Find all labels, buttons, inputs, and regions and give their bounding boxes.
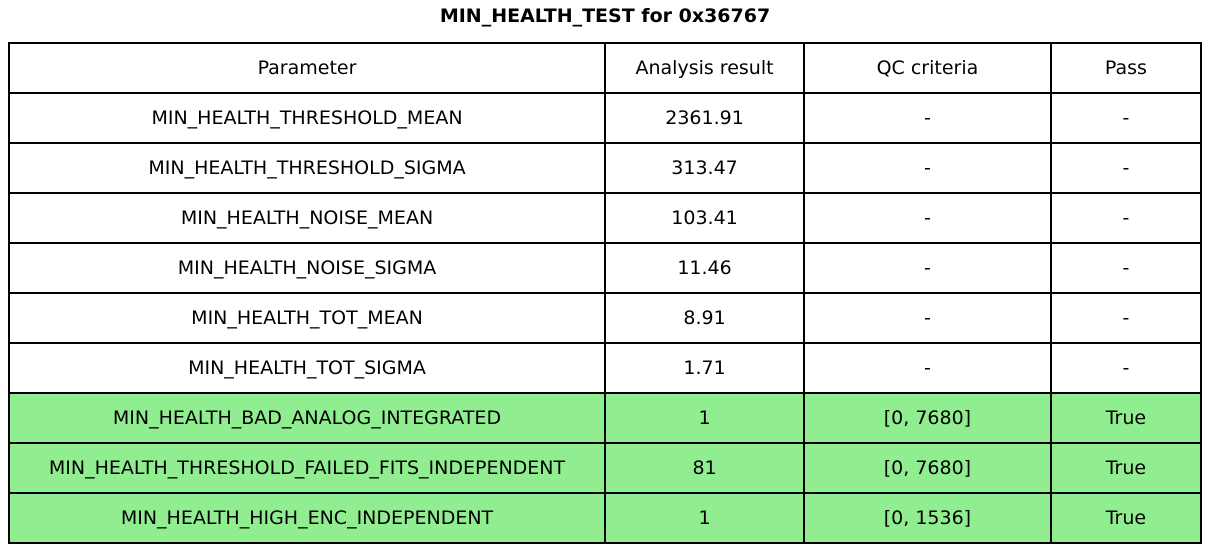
cell-parameter: MIN_HEALTH_THRESHOLD_MEAN (8, 92, 606, 144)
column-header-pass: Pass (1049, 42, 1203, 94)
qc-results-table: Parameter Analysis result QC criteria Pa… (8, 42, 1203, 544)
cell-pass: True (1049, 392, 1203, 444)
cell-result: 103.41 (603, 192, 806, 244)
page-title: MIN_HEALTH_TEST for 0x36767 (439, 5, 771, 27)
cell-parameter: MIN_HEALTH_TOT_SIGMA (8, 342, 606, 394)
cell-parameter: MIN_HEALTH_HIGH_ENC_INDEPENDENT (8, 492, 606, 544)
cell-qc: - (803, 342, 1052, 394)
table-row: MIN_HEALTH_NOISE_MEAN 103.41- - (8, 192, 1203, 244)
cell-qc: [0, 7680] (803, 442, 1052, 494)
table-row: MIN_HEALTH_NOISE_SIGMA 11.46- - (8, 242, 1203, 294)
cell-result: 1.71 (603, 342, 806, 394)
table-row: MIN_HEALTH_THRESHOLD_FAILED_FITS_INDEPEN… (8, 442, 1203, 494)
cell-result: 313.47 (603, 142, 806, 194)
cell-result: 1 (603, 392, 806, 444)
cell-pass: - (1049, 192, 1203, 244)
cell-parameter: MIN_HEALTH_BAD_ANALOG_INTEGRATED (8, 392, 606, 444)
table-body: MIN_HEALTH_THRESHOLD_MEAN 2361.91- - MIN_HE… (8, 92, 1203, 544)
cell-pass: - (1049, 142, 1203, 194)
cell-parameter: MIN_HEALTH_TOT_MEAN (8, 292, 606, 344)
cell-qc: - (803, 292, 1052, 344)
cell-qc: [0, 7680] (803, 392, 1052, 444)
cell-qc: - (803, 92, 1052, 144)
column-header-parameter: Parameter (8, 42, 606, 94)
cell-qc: - (803, 192, 1052, 244)
table-row: MIN_HEALTH_TOT_MEAN 8.91- - (8, 292, 1203, 344)
cell-pass: - (1049, 292, 1203, 344)
cell-result: 2361.91 (603, 92, 806, 144)
table-row: MIN_HEALTH_HIGH_ENC_INDEPENDENT 1 [0, 1536… (8, 492, 1203, 544)
cell-pass: - (1049, 242, 1203, 294)
cell-parameter: MIN_HEALTH_THRESHOLD_SIGMA (8, 142, 606, 194)
cell-pass: - (1049, 342, 1203, 394)
cell-result: 1 (603, 492, 806, 544)
header-row: Parameter Analysis result QC criteria Pa… (8, 42, 1203, 94)
cell-pass: True (1049, 492, 1203, 544)
cell-parameter: MIN_HEALTH_NOISE_SIGMA (8, 242, 606, 294)
table-row: MIN_HEALTH_THRESHOLD_SIGMA 313.47- - (8, 142, 1203, 194)
cell-parameter: MIN_HEALTH_THRESHOLD_FAILED_FITS_INDEPEN… (8, 442, 606, 494)
cell-qc: - (803, 242, 1052, 294)
cell-result: 11.46 (603, 242, 806, 294)
cell-pass: True (1049, 442, 1203, 494)
column-header-analysis-result: Analysis result (603, 42, 806, 94)
table-row: MIN_HEALTH_BAD_ANALOG_INTEGRATED 1 [0, 768… (8, 392, 1203, 444)
table-row: MIN_HEALTH_THRESHOLD_MEAN 2361.91- - (8, 92, 1203, 144)
table-header: Parameter Analysis result QC criteria Pa… (8, 42, 1203, 94)
cell-parameter: MIN_HEALTH_NOISE_MEAN (8, 192, 606, 244)
cell-result: 8.91 (603, 292, 806, 344)
cell-qc: - (803, 142, 1052, 194)
cell-result: 81 (603, 442, 806, 494)
column-header-qc-criteria: QC criteria (803, 42, 1052, 94)
cell-pass: - (1049, 92, 1203, 144)
cell-qc: [0, 1536] (803, 492, 1052, 544)
table-row: MIN_HEALTH_TOT_SIGMA 1.71- - (8, 342, 1203, 394)
